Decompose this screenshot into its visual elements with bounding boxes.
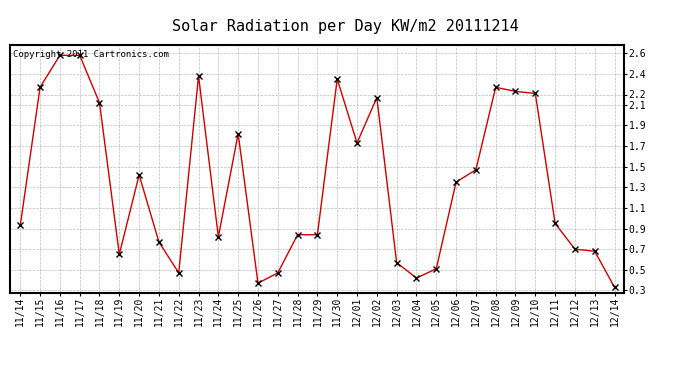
Text: Copyright 2011 Cartronics.com: Copyright 2011 Cartronics.com bbox=[13, 50, 169, 59]
Text: Solar Radiation per Day KW/m2 20111214: Solar Radiation per Day KW/m2 20111214 bbox=[172, 19, 518, 34]
